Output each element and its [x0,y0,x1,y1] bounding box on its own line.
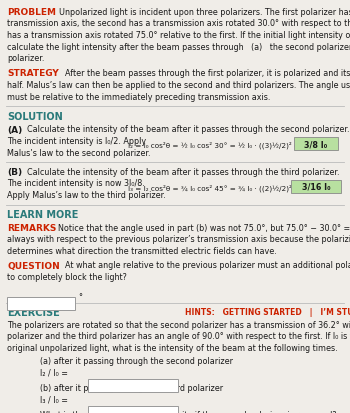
FancyBboxPatch shape [7,297,75,310]
Text: EXERCISE: EXERCISE [7,308,60,318]
Text: Unpolarized light is incident upon three polarizers. The first polarizer has a v: Unpolarized light is incident upon three… [59,8,350,17]
Text: original unpolarized light, what is the intensity of the beam at the following t: original unpolarized light, what is the … [7,343,338,352]
Text: The polarizers are rotated so that the second polarizer has a transmission of 36: The polarizers are rotated so that the s… [7,320,350,329]
Text: always with respect to the previous polarizer’s transmission axis because the po: always with respect to the previous pola… [7,235,350,244]
Text: I₂ = I₀ cos²θ = ½ I₀ cos² 30° = ½ I₀ · ((3)½/2)² =: I₂ = I₀ cos²θ = ½ I₀ cos² 30° = ½ I₀ · (… [128,141,300,149]
Text: Apply Malus’s law to the third polarizer.: Apply Malus’s law to the third polarizer… [7,190,166,199]
Text: polarizer.: polarizer. [7,54,44,63]
FancyBboxPatch shape [291,180,341,193]
Text: Notice that the angle used in part (b) was not 75.0°, but 75.0° − 30.0° = 45.0°.: Notice that the angle used in part (b) w… [58,223,350,233]
Text: I₃ / I₀ =: I₃ / I₀ = [40,395,68,404]
Text: transmission axis, the second has a transmission axis rotated 30.0° with respect: transmission axis, the second has a tran… [7,19,350,28]
Text: QUESTION: QUESTION [7,261,60,270]
Text: 3/8 I₀: 3/8 I₀ [304,140,328,149]
Text: (b) after it passing through the third polarizer: (b) after it passing through the third p… [40,384,223,392]
FancyBboxPatch shape [88,379,178,392]
Text: LEARN MORE: LEARN MORE [7,210,78,220]
Text: HINTS:   GETTING STARTED   |   I’M STUCK!: HINTS: GETTING STARTED | I’M STUCK! [185,308,350,317]
Text: half. Malus’s law can then be applied to the second and third polarizers. The an: half. Malus’s law can then be applied to… [7,81,350,90]
Text: What is the final transmitted intensity if the second polarizer is removed?: What is the final transmitted intensity … [40,411,337,413]
Text: calculate the light intensity after the beam passes through   (a)   the second p: calculate the light intensity after the … [7,43,350,51]
Text: I₃ = I₂ cos²θ = ¾ I₀ cos² 45° = ¾ I₀ · ((2)½/2)² =: I₃ = I₂ cos²θ = ¾ I₀ cos² 45° = ¾ I₀ · (… [128,184,300,191]
FancyBboxPatch shape [88,406,178,413]
Text: The incident intensity is I₀/2. Apply: The incident intensity is I₀/2. Apply [7,137,146,146]
Text: REMARKS: REMARKS [7,223,56,233]
Text: has a transmission axis rotated 75.0° relative to the first. If the initial ligh: has a transmission axis rotated 75.0° re… [7,31,350,40]
Text: The incident intensity is now 3I₀/8.: The incident intensity is now 3I₀/8. [7,179,145,188]
Text: STRATEGY: STRATEGY [7,69,59,78]
Text: (B): (B) [7,168,22,177]
Text: polarizer and the third polarizer has an angle of 90.0° with respect to the firs: polarizer and the third polarizer has an… [7,332,350,341]
Text: determines what direction the transmitted electric fields can have.: determines what direction the transmitte… [7,247,277,255]
Text: (A): (A) [7,125,22,134]
Text: must be relative to the immediately preceding transmission axis.: must be relative to the immediately prec… [7,92,270,101]
Text: Malus’s law to the second polarizer.: Malus’s law to the second polarizer. [7,148,150,157]
Text: After the beam passes through the first polarizer, it is polarized and its inten: After the beam passes through the first … [65,69,350,78]
Text: (a) after it passing through the second polarizer: (a) after it passing through the second … [40,357,233,366]
Text: SOLUTION: SOLUTION [7,112,63,122]
Text: 3/16 I₀: 3/16 I₀ [302,182,330,191]
Text: At what angle relative to the previous polarizer must an additional polarizer be: At what angle relative to the previous p… [65,261,350,270]
Text: Calculate the intensity of the beam after it passes through the second polarizer: Calculate the intensity of the beam afte… [27,125,350,134]
FancyBboxPatch shape [294,138,338,151]
Text: PROBLEM: PROBLEM [7,8,56,17]
Text: to completely block the light?: to completely block the light? [7,272,127,281]
Text: I₂ / I₀ =: I₂ / I₀ = [40,368,68,377]
Text: °: ° [78,293,82,302]
Text: Calculate the intensity of the beam after it passes through the third polarizer.: Calculate the intensity of the beam afte… [27,168,340,177]
